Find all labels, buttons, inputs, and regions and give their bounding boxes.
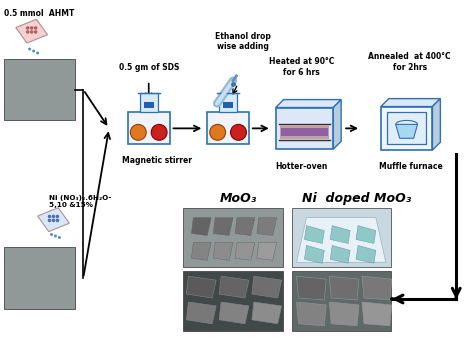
Polygon shape [396, 124, 418, 138]
Text: Ni (NO₃)₂.6H₂O-
5,10 &15%: Ni (NO₃)₂.6H₂O- 5,10 &15% [48, 195, 111, 208]
Text: Ni  doped MoO₃: Ni doped MoO₃ [302, 192, 411, 205]
Text: Magnetic stirrer: Magnetic stirrer [122, 156, 191, 165]
Circle shape [26, 26, 29, 30]
Circle shape [37, 97, 54, 112]
Polygon shape [330, 226, 350, 244]
Bar [381, 106, 432, 150]
Bar [144, 102, 154, 108]
Polygon shape [329, 302, 359, 326]
Bar [4, 59, 75, 120]
Bar [387, 112, 427, 144]
Polygon shape [37, 208, 69, 231]
Bar [183, 271, 283, 331]
Polygon shape [362, 276, 392, 300]
Polygon shape [333, 100, 341, 149]
Polygon shape [252, 276, 282, 298]
Text: Ethanol drop
wise adding: Ethanol drop wise adding [215, 32, 271, 51]
Bar [292, 271, 391, 331]
Circle shape [52, 215, 55, 218]
Bar [280, 125, 329, 139]
Circle shape [14, 97, 30, 112]
Text: 0.5 gm of SDS: 0.5 gm of SDS [118, 63, 179, 72]
Polygon shape [235, 218, 255, 236]
Bar [140, 93, 158, 112]
Circle shape [30, 30, 34, 34]
Circle shape [50, 233, 53, 236]
Polygon shape [297, 218, 386, 262]
Circle shape [48, 219, 51, 222]
Text: Annealed  at 400°C
for 2hrs: Annealed at 400°C for 2hrs [368, 53, 451, 72]
Polygon shape [329, 276, 359, 300]
Polygon shape [213, 243, 233, 260]
Polygon shape [191, 243, 211, 260]
Polygon shape [330, 245, 350, 263]
Polygon shape [186, 276, 216, 298]
Circle shape [52, 219, 55, 222]
Polygon shape [362, 302, 392, 326]
Polygon shape [276, 100, 341, 108]
Polygon shape [213, 218, 233, 236]
Bar [281, 128, 328, 136]
Bar [4, 247, 75, 309]
Bar [128, 112, 170, 144]
Polygon shape [356, 226, 376, 244]
Bar [183, 208, 283, 267]
Polygon shape [304, 226, 324, 244]
Polygon shape [186, 302, 216, 324]
Bar [6, 61, 73, 86]
Circle shape [210, 124, 226, 140]
Polygon shape [219, 276, 249, 298]
Text: Hotter-oven: Hotter-oven [275, 162, 328, 171]
Circle shape [36, 52, 39, 54]
Bar [6, 86, 73, 119]
Circle shape [34, 30, 37, 34]
Bar [223, 102, 233, 108]
Polygon shape [16, 19, 47, 43]
Text: Heated at 90°C
for 6 hrs: Heated at 90°C for 6 hrs [269, 57, 334, 77]
Circle shape [58, 236, 61, 239]
Circle shape [32, 49, 35, 53]
Circle shape [55, 219, 59, 222]
Bar [276, 108, 333, 149]
Circle shape [55, 215, 59, 218]
Circle shape [48, 215, 51, 218]
Circle shape [151, 124, 167, 140]
Circle shape [26, 30, 29, 34]
Polygon shape [219, 302, 249, 324]
Bar [219, 93, 237, 112]
Circle shape [34, 26, 37, 30]
Polygon shape [191, 218, 211, 236]
Polygon shape [257, 218, 277, 236]
Polygon shape [297, 302, 326, 326]
Circle shape [30, 26, 34, 30]
Circle shape [54, 235, 57, 237]
Text: 0.5 mmol  AHMT: 0.5 mmol AHMT [4, 9, 74, 18]
Bar [207, 112, 249, 144]
Polygon shape [252, 302, 282, 324]
Bar [8, 278, 71, 305]
Polygon shape [432, 98, 440, 150]
Bar [292, 208, 391, 267]
Polygon shape [356, 245, 376, 263]
Polygon shape [304, 245, 324, 263]
Circle shape [230, 124, 246, 140]
Text: MoO₃: MoO₃ [219, 192, 256, 205]
Polygon shape [381, 98, 440, 106]
Polygon shape [235, 243, 255, 260]
Circle shape [130, 124, 146, 140]
Polygon shape [257, 243, 277, 260]
Bar [6, 291, 73, 307]
Polygon shape [297, 276, 326, 300]
Text: Muffle furnace: Muffle furnace [379, 162, 442, 171]
Circle shape [28, 48, 31, 50]
